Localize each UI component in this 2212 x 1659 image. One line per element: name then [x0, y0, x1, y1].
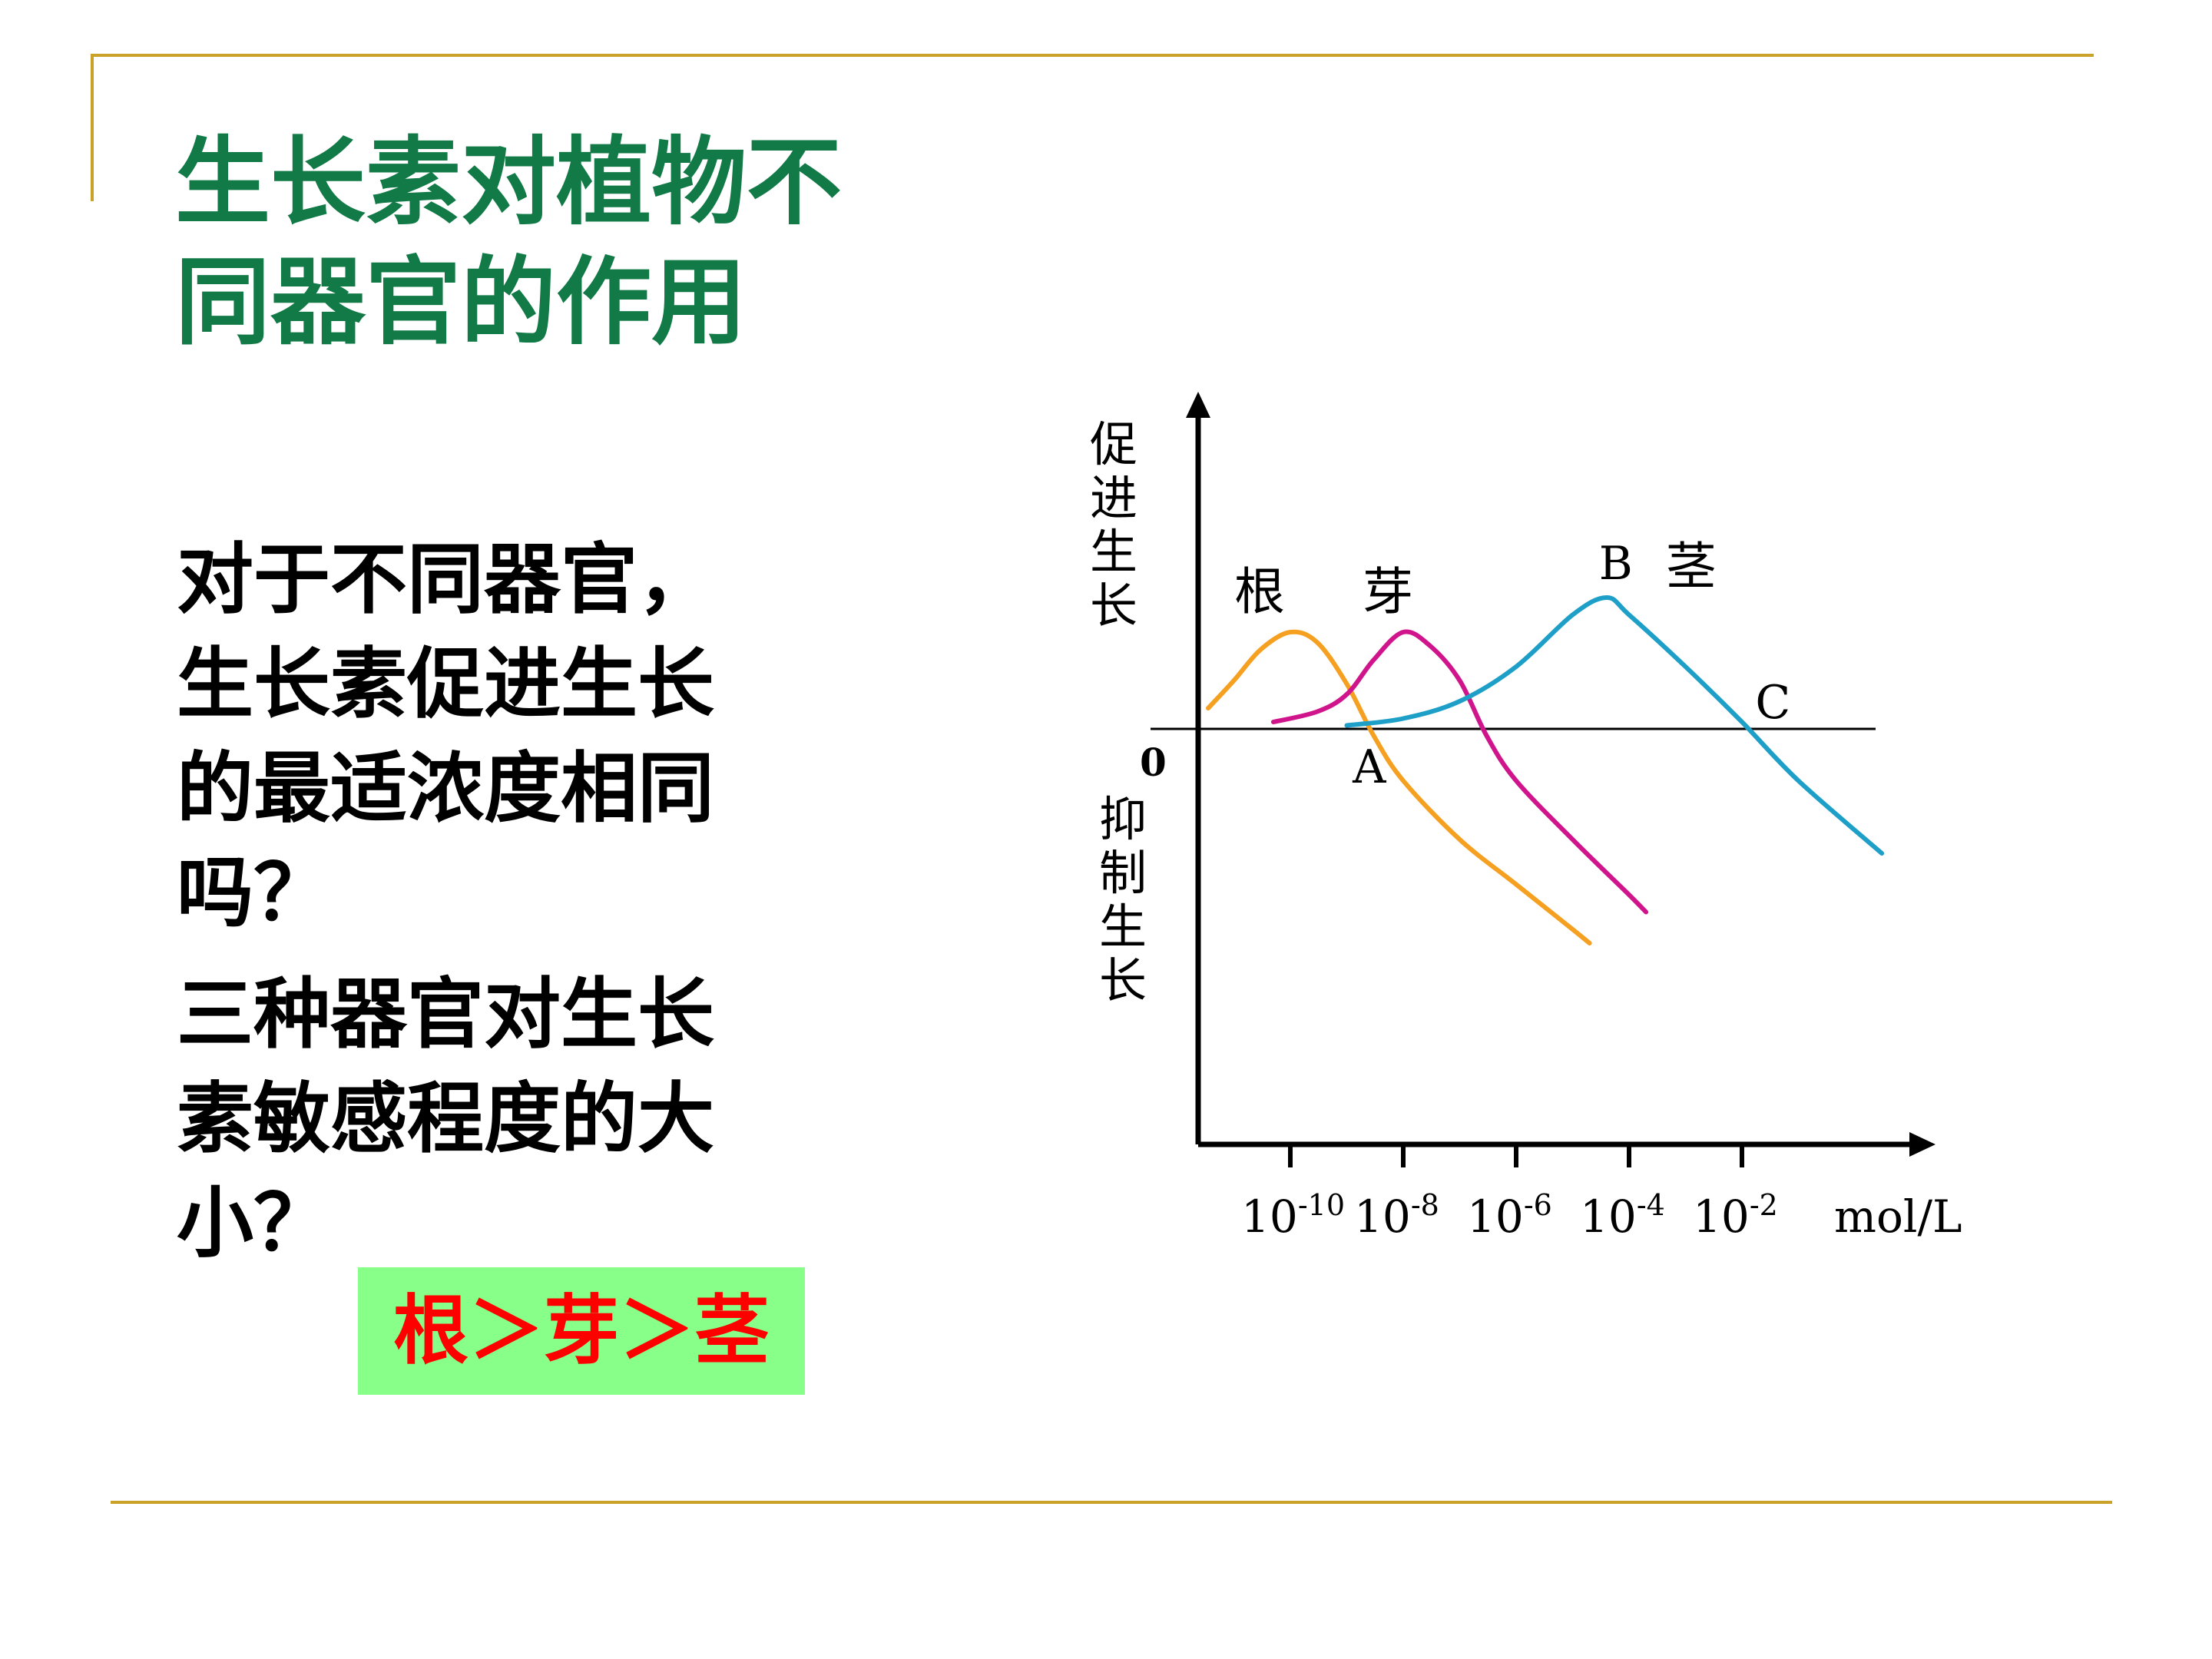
x-tick-label: 10-6: [1467, 1188, 1552, 1243]
y-axis-arrow: [1186, 392, 1210, 418]
answer-box: 根＞芽＞茎: [358, 1267, 805, 1395]
point-a-label: A: [1352, 740, 1386, 794]
x-tick-label: 10-8: [1354, 1188, 1439, 1243]
title-line-2: 同器官的作用: [175, 247, 747, 358]
bottom-rule: [111, 1501, 2112, 1504]
x-axis-arrow: [1909, 1132, 1936, 1157]
y-label-inhibit: 抑制生长: [1099, 791, 1147, 1008]
question-line: 对于不同器官，: [177, 534, 714, 624]
series-root-label: 根: [1234, 562, 1285, 621]
question-line: 素敏感程度的大: [177, 1073, 714, 1164]
question-line: 三种器官对生长: [177, 969, 714, 1059]
answer-text: 根＞芽＞茎: [392, 1286, 770, 1375]
question-line: 吗？: [177, 847, 330, 938]
question-line: 小？: [177, 1177, 330, 1268]
point-c-label: C: [1755, 676, 1790, 730]
left-rule: [91, 54, 94, 201]
series-stem-line: [1344, 595, 1885, 856]
origin-label: 0: [1140, 740, 1167, 785]
point-b-label: B: [1599, 537, 1633, 591]
x-unit-label: mol/L: [1834, 1190, 1962, 1243]
x-tick-label: 10-10: [1241, 1188, 1345, 1243]
series-root-line: [1206, 629, 1592, 945]
x-tick-label: 10-4: [1580, 1188, 1665, 1243]
question-line: 的最适浓度相同: [177, 743, 714, 833]
question-line: 生长素促进生长: [177, 638, 714, 729]
series-bud-label: 芽: [1363, 562, 1413, 621]
page-title: 生长素对植物不 同器官的作用: [175, 123, 943, 363]
y-label-promote: 促进生长: [1090, 416, 1137, 634]
x-tick-label: 10-2: [1693, 1188, 1778, 1243]
question-text: 对于不同器官， 生长素促进生长 的最适浓度相同 吗？ 三种器官对生长 素敏感程度…: [177, 527, 868, 1275]
title-line-1: 生长素对植物不: [175, 127, 843, 238]
series-bud-line: [1270, 629, 1649, 915]
series-stem-label: 茎: [1666, 537, 1717, 596]
top-rule: [91, 54, 2094, 57]
